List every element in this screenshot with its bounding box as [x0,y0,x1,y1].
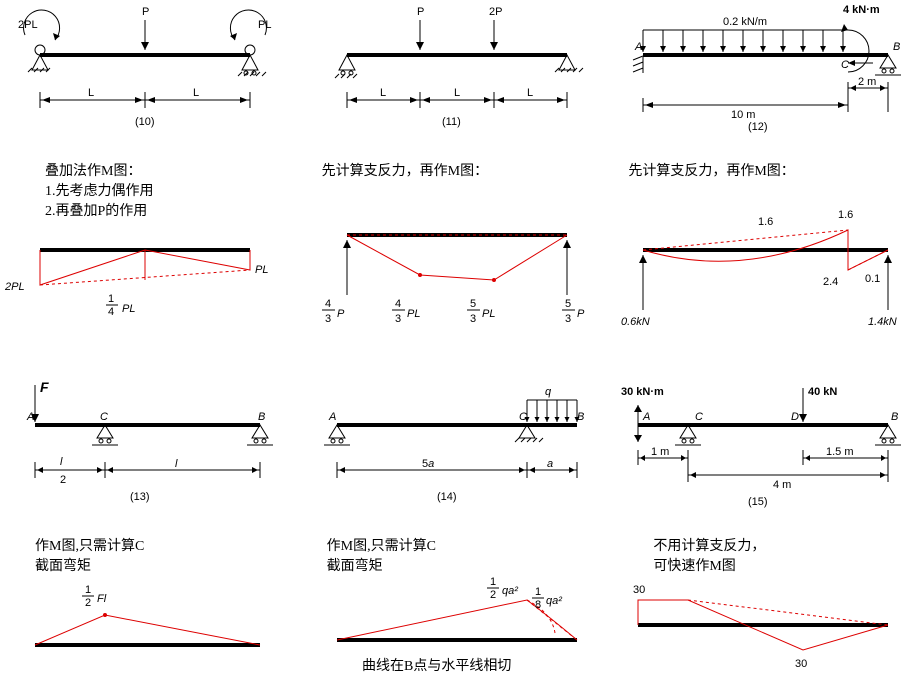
svg-text:l: l [60,456,63,468]
num12: (12) [748,121,768,133]
sol-15: 不用计算支反力， 可快速作M图 30 30 [613,530,920,690]
svg-text:qa²: qa² [546,595,562,607]
svg-text:PL: PL [122,303,135,315]
lbl-pl: PL [258,19,271,31]
svg-text:l: l [175,458,178,470]
lbl-L1: L [88,87,94,99]
p10-svg: 2PL PL P L L (10) [0,0,300,145]
svg-text:A: A [26,411,34,423]
sol-13: 作M图,只需计算C 截面弯矩 12Fl [0,530,307,690]
lbl-p1: P [417,6,424,18]
svg-text:30 kN·m: 30 kN·m [621,386,664,398]
svg-text:4 kN·m: 4 kN·m [843,4,880,16]
svg-text:C: C [695,411,703,423]
svg-text:1.5 m: 1.5 m [826,446,854,458]
svg-text:4 m: 4 m [773,479,791,491]
svg-text:2.4: 2.4 [823,276,838,288]
num11: (11) [442,116,461,128]
svg-text:qa²: qa² [502,585,518,597]
svg-text:(14): (14) [437,491,457,503]
svg-text:5a: 5a [422,458,434,470]
svg-text:P: P [337,308,345,320]
s10-title: 叠加法作M图： [45,160,277,180]
svg-text:L: L [380,87,386,99]
svg-text:L: L [527,87,533,99]
svg-text:A: A [642,411,650,423]
svg-text:Fl: Fl [97,593,107,605]
lbl-2pl: 2PL [18,19,38,31]
svg-text:q: q [545,386,552,398]
lbl-p2: 2P [489,6,502,18]
svg-text:0.6kN: 0.6kN [621,316,650,328]
svg-text:2 m: 2 m [858,76,876,88]
p12-svg: 0.2 kN/m 4 kN·m A B C 10 m 2 m (12) [613,0,913,145]
svg-text:(13): (13) [130,491,150,503]
svg-text:30: 30 [633,584,645,596]
svg-text:A: A [328,411,336,423]
lbl-p: P [142,6,149,18]
svg-text:53: 53 [470,298,476,325]
svg-text:PL: PL [255,264,268,276]
svg-text:A: A [634,41,642,53]
problem-13: F A C B l 2 l (13) [0,370,307,530]
problem-14: q A C B 5a a (14) [307,370,614,530]
svg-text:B: B [891,411,898,423]
svg-text:L: L [454,87,460,99]
sol-10: 叠加法作M图： 1.先考虑力偶作用 2.再叠加P的作用 2PL PL 14PL [0,145,307,370]
problem-10: 2PL PL P L L (10) [0,0,307,145]
svg-text:PL: PL [482,308,495,320]
svg-text:F: F [40,379,49,395]
svg-text:C: C [519,411,527,423]
svg-text:53: 53 [565,298,571,325]
svg-text:(15): (15) [748,496,768,508]
problem-12: 0.2 kN/m 4 kN·m A B C 10 m 2 m (12) [613,0,920,145]
svg-text:1 m: 1 m [651,446,669,458]
svg-text:D: D [791,411,799,423]
svg-text:a: a [547,458,553,470]
svg-text:PL: PL [407,308,420,320]
svg-text:C: C [100,411,108,423]
svg-text:2PL: 2PL [4,281,25,293]
svg-text:1.6: 1.6 [838,209,853,221]
s12-title: 先计算支反力，再作M图： [613,145,920,180]
svg-text:B: B [577,411,584,423]
svg-text:P: P [577,308,585,320]
svg-text:43: 43 [395,298,401,325]
s10-s2: 2.再叠加P的作用 [45,200,277,220]
problem-11: P 2P L L L (11) [307,0,614,145]
svg-text:2: 2 [60,474,66,486]
svg-text:43: 43 [325,298,331,325]
svg-text:B: B [893,41,900,53]
svg-text:曲线在B点与水平线相切: 曲线在B点与水平线相切 [362,658,511,674]
problem-15: 30 kN·m 40 kN A C D B 1 m 1.5 m 4 m (15) [613,370,920,530]
s10-s1: 1.先考虑力偶作用 [45,180,277,200]
sol-11: 先计算支反力，再作M图： 43 P 53 P 43 PL 53 PL [307,145,614,370]
svg-text:1.4kN: 1.4kN [868,316,897,328]
s11-title: 先计算支反力，再作M图： [307,145,614,180]
lbl-L2: L [193,87,199,99]
p11-svg: P 2P L L L (11) [307,0,607,145]
svg-text:0.1: 0.1 [865,273,880,285]
svg-text:C: C [841,59,849,71]
svg-text:40 kN: 40 kN [808,386,837,398]
svg-text:1.6: 1.6 [758,216,773,228]
sol-12: 先计算支反力，再作M图： 1.6 1.6 2.4 0.1 0.6kN 1.4kN [613,145,920,370]
num10: (10) [135,116,155,128]
svg-text:30: 30 [795,658,807,670]
sol-14: 作M图,只需计算C 截面弯矩 12qa² 18qa² 曲线在B点与水平线相切 [307,530,614,690]
svg-text:B: B [258,411,265,423]
svg-text:0.2 kN/m: 0.2 kN/m [723,16,767,28]
svg-text:10 m: 10 m [731,109,755,121]
